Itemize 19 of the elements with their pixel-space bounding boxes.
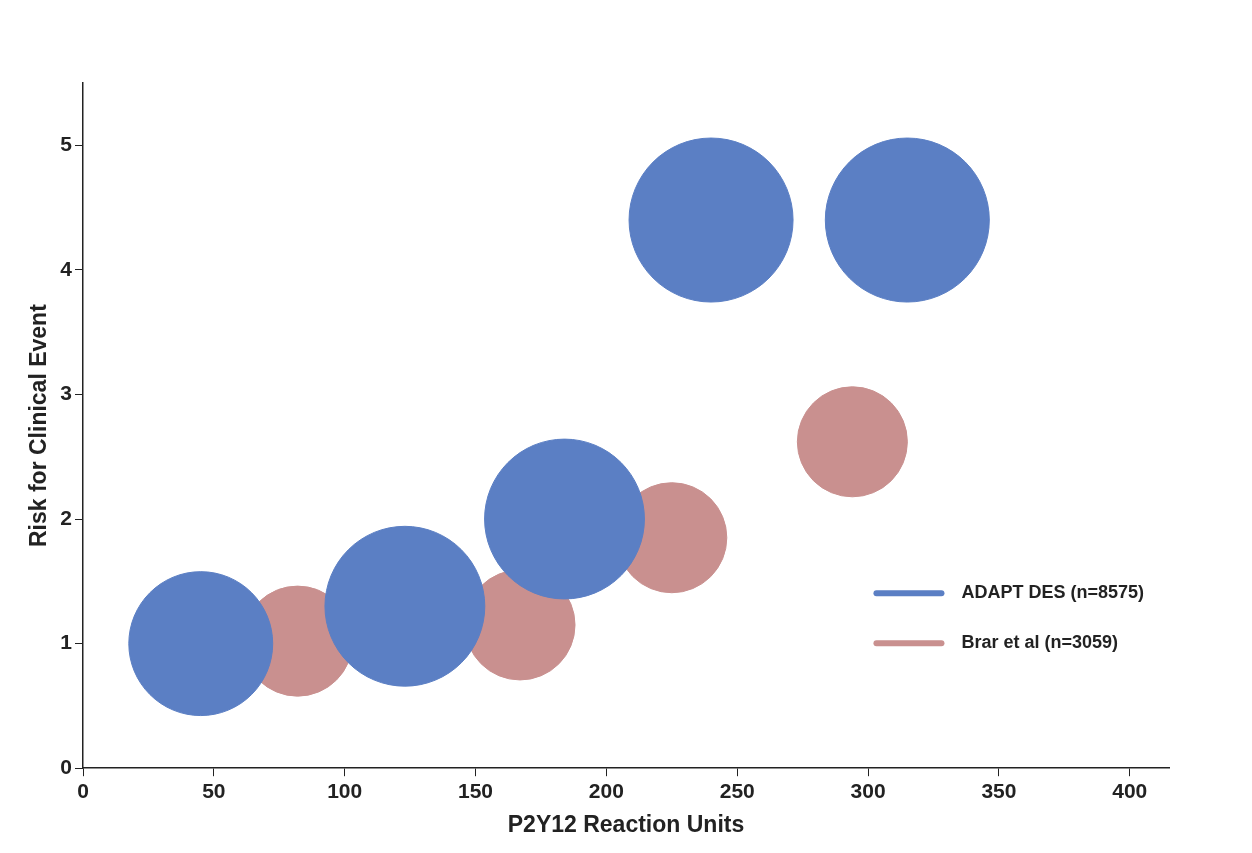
x-tick-label: 200 — [588, 778, 624, 802]
x-tick-label: 300 — [850, 778, 886, 802]
legend-label: ADAPT DES (n=8575) — [961, 582, 1145, 603]
x-tick-label: 0 — [77, 778, 89, 802]
y-tick-label: 5 — [60, 132, 73, 156]
y-tick-label: 2 — [60, 505, 72, 529]
x-tick-label: 250 — [719, 778, 755, 802]
x-tick-label: 100 — [327, 778, 363, 802]
x-tick-label: 150 — [458, 778, 494, 802]
x-tick-label: 400 — [1112, 778, 1148, 802]
y-tick-label: 3 — [60, 381, 72, 405]
x-tick-label: 350 — [981, 778, 1017, 802]
y-tick-label: 4 — [60, 256, 73, 280]
x-axis-title: P2Y12 Reaction Units — [507, 810, 745, 837]
y-tick-label: 1 — [60, 630, 73, 654]
legend-label: Brar et al (n=3059) — [961, 632, 1119, 653]
x-tick-label: 50 — [202, 778, 226, 802]
y-axis-title: Risk for Clinical Event — [24, 303, 51, 548]
y-tick-label: 0 — [60, 755, 72, 778]
